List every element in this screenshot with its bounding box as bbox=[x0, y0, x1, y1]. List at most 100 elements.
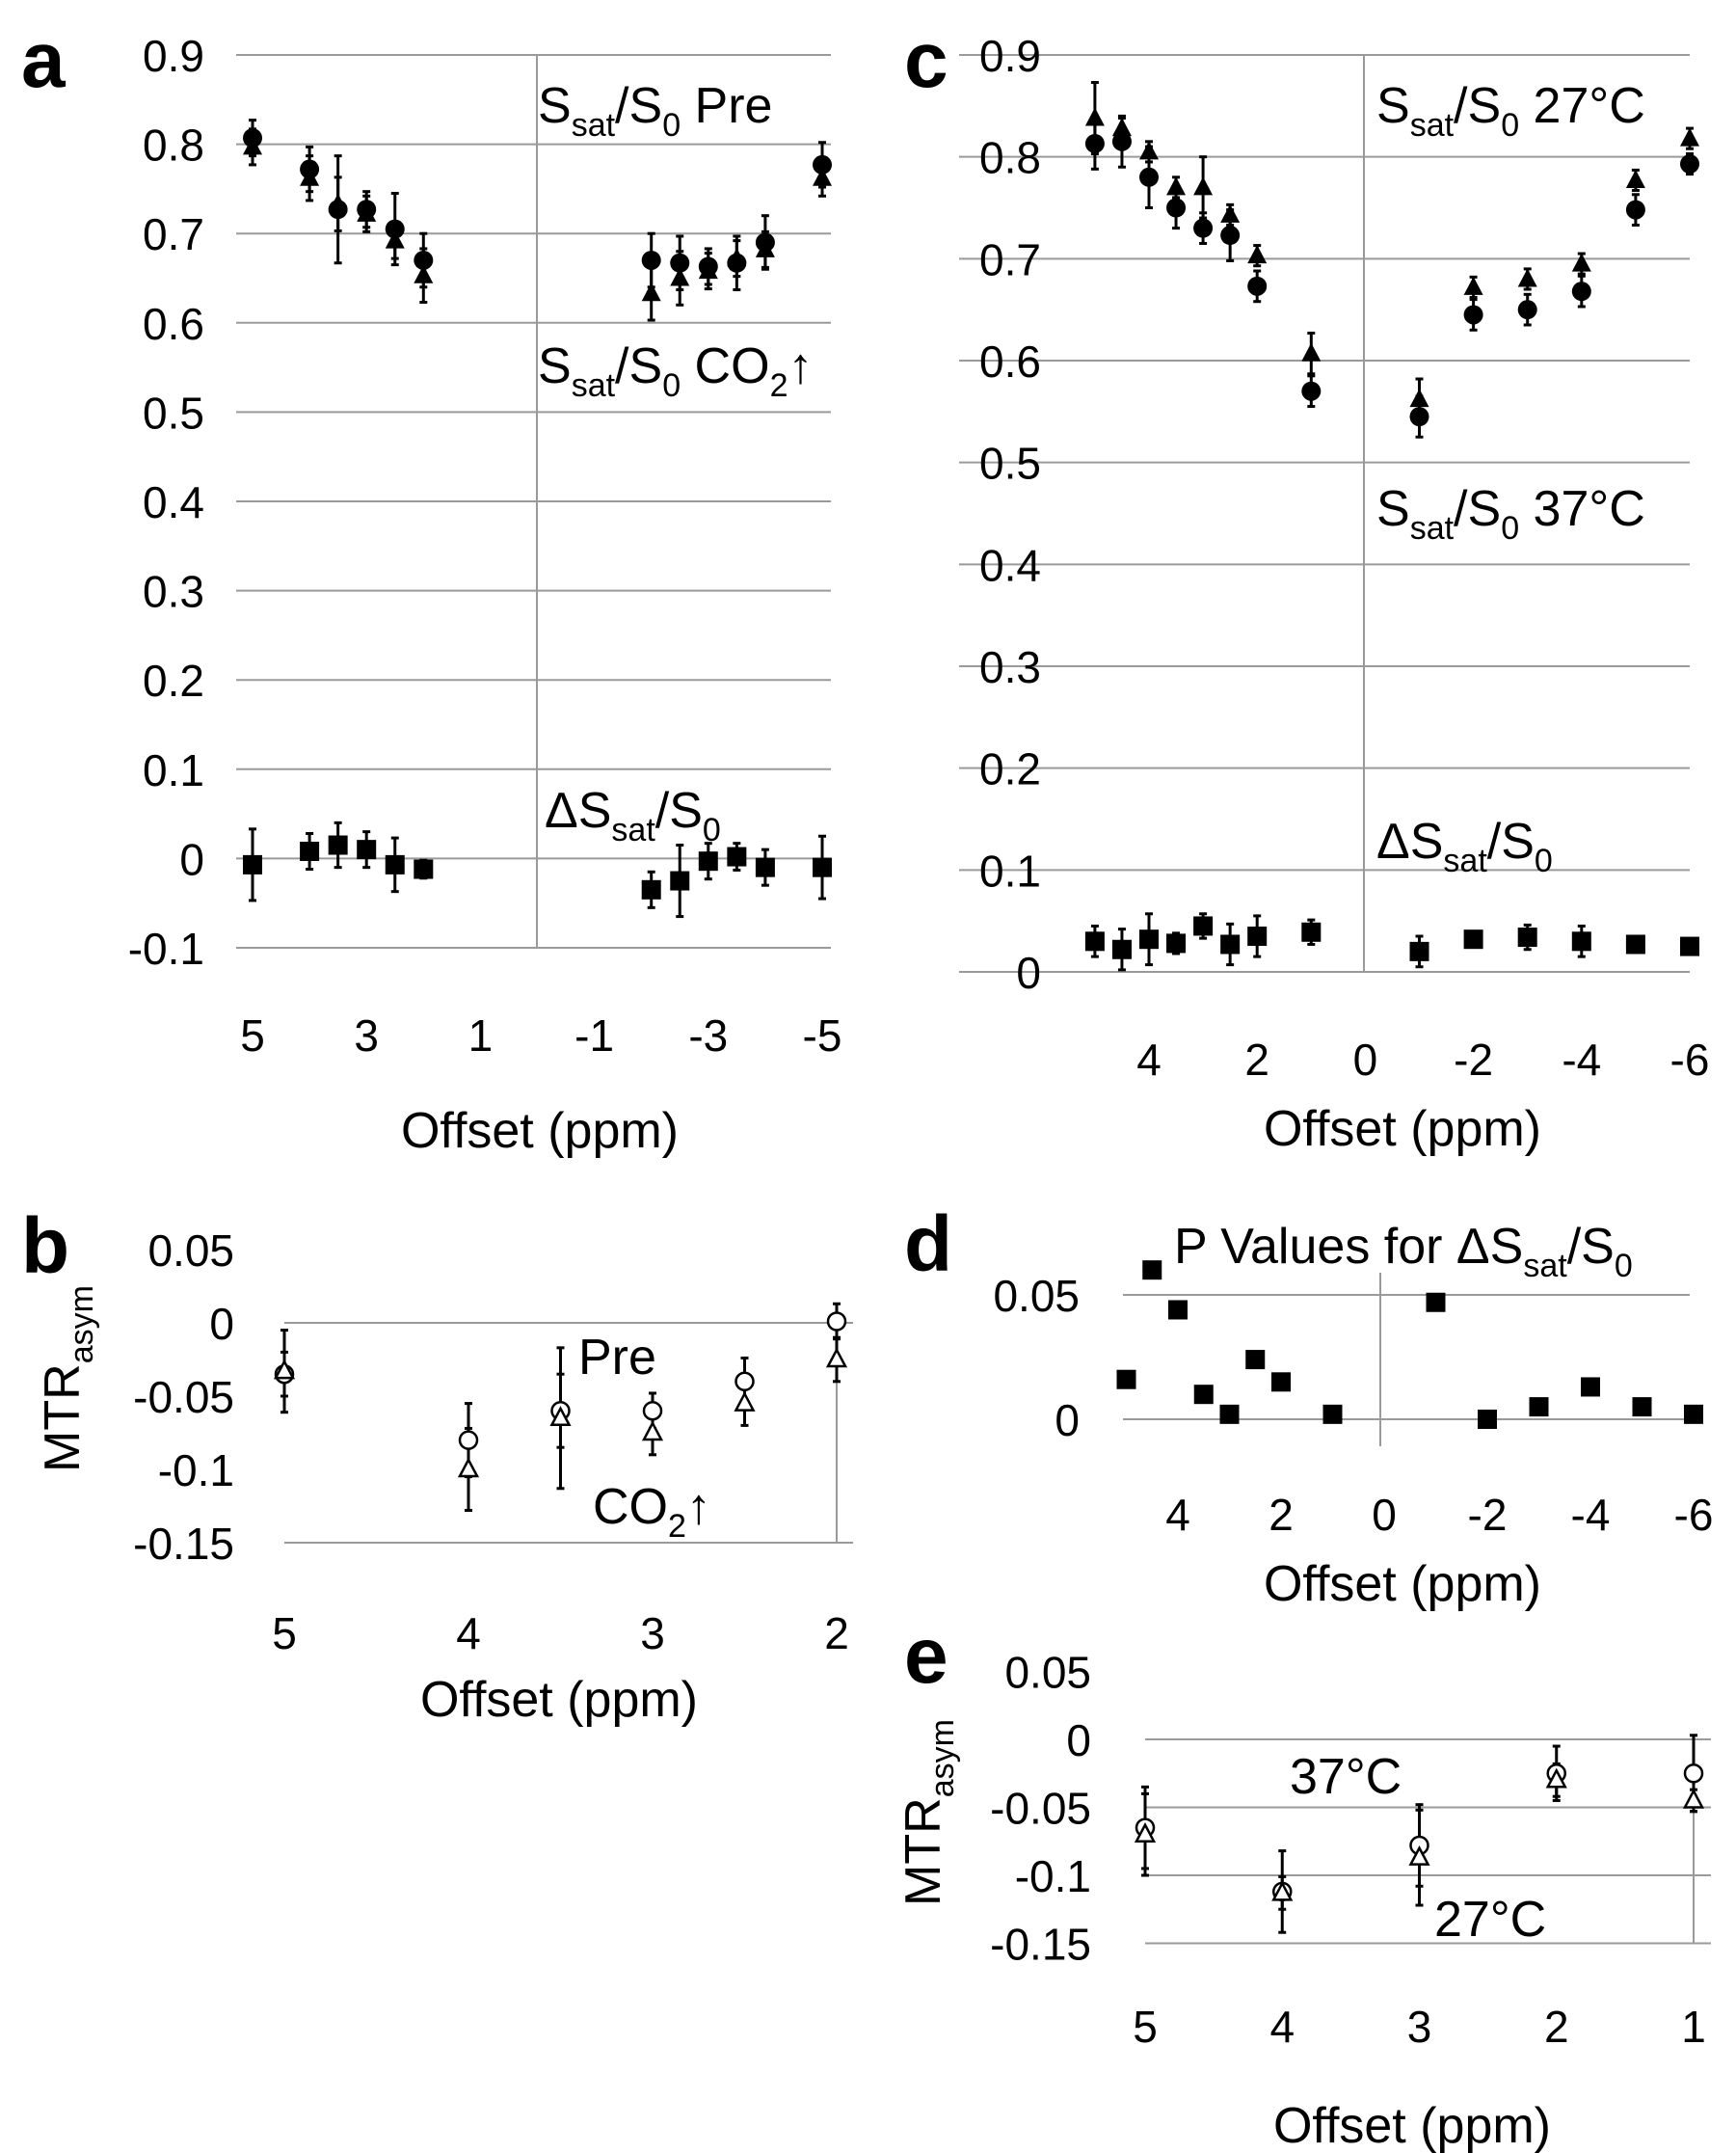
c-y-tick-label: 0.3 bbox=[979, 642, 1041, 692]
b-point-series-2 bbox=[273, 1359, 296, 1380]
c-y-tick-label: 0.6 bbox=[979, 336, 1041, 387]
a-y-tick-label: -0.1 bbox=[128, 924, 204, 974]
a-point-series-3 bbox=[385, 854, 405, 875]
a-y-tick-label: 0.9 bbox=[143, 31, 204, 81]
a-y-tick-label: 0.1 bbox=[143, 745, 204, 795]
b-point-series-1 bbox=[826, 1311, 847, 1332]
a-point-series-2 bbox=[357, 202, 377, 222]
c-point-series-2 bbox=[1084, 133, 1105, 153]
c-point-series-2 bbox=[1247, 276, 1268, 296]
c-point-series-2 bbox=[1166, 198, 1187, 218]
panel-c-gridlines bbox=[959, 54, 1690, 973]
d-point-series-1 bbox=[1219, 1404, 1240, 1424]
panel-b-y-ticks: 0.05 0 -0.05 -0.1 -0.15 bbox=[133, 1225, 234, 1569]
c-point-series-1 bbox=[1463, 276, 1483, 295]
c-point-series-3 bbox=[1247, 927, 1268, 947]
panel-b-x-axis-label: Offset (ppm) bbox=[420, 1672, 698, 1728]
panel-e-marks bbox=[1134, 1734, 1705, 1934]
panel-a-label: a bbox=[21, 16, 67, 104]
c-point-series-3 bbox=[1409, 941, 1429, 961]
panel-d-x-axis-label: Offset (ppm) bbox=[1264, 1556, 1541, 1612]
e-y-tick-label: -0.05 bbox=[990, 1784, 1091, 1834]
c-point-series-2 bbox=[1220, 226, 1241, 246]
d-x-tick-label: 0 bbox=[1372, 1490, 1397, 1540]
a-x-tick-label: 1 bbox=[468, 1010, 494, 1061]
a-point-series-3 bbox=[243, 854, 262, 875]
c-y-tick-label: 0.1 bbox=[979, 846, 1041, 896]
a-x-tick-label: -5 bbox=[803, 1010, 842, 1061]
c-y-tick-label: 0.7 bbox=[979, 234, 1041, 284]
a-y-tick-label: 0.4 bbox=[143, 477, 204, 527]
e-x-tick-label: 2 bbox=[1544, 2002, 1569, 2052]
d-x-tick-label: -2 bbox=[1468, 1490, 1508, 1540]
panel-c-y-ticks: 0.9 0.8 0.7 0.6 0.5 0.4 0.3 0.2 0.1 0 bbox=[979, 31, 1041, 998]
c-point-series-2 bbox=[1139, 167, 1159, 187]
a-point-series-3 bbox=[698, 851, 718, 872]
panel-a-marks bbox=[243, 119, 832, 919]
c-point-series-1 bbox=[1084, 107, 1105, 126]
c-y-tick-label: 0.8 bbox=[979, 133, 1041, 183]
c-point-series-2 bbox=[1517, 300, 1537, 320]
c-point-series-2 bbox=[1680, 154, 1699, 175]
panel-b-label: b bbox=[21, 1202, 69, 1290]
panel-a: a 0.9 0.8 0.7 0.6 0.5 0.4 0.3 0.2 0.1 0 -0.1 5 3 1 -1… bbox=[21, 16, 841, 1159]
panel-c-marks bbox=[1084, 81, 1699, 972]
d-x-tick-label: 2 bbox=[1269, 1490, 1294, 1540]
c-y-tick-label: 0.4 bbox=[979, 540, 1041, 590]
c-x-tick-label: -4 bbox=[1562, 1035, 1601, 1085]
panel-e-y-axis-label: MTRasym bbox=[895, 1719, 961, 1906]
c-point-series-1 bbox=[1111, 118, 1132, 137]
panel-a-y-ticks: 0.9 0.8 0.7 0.6 0.5 0.4 0.3 0.2 0.1 0 -0.1 bbox=[128, 31, 204, 974]
panel-a-x-ticks: 5 3 1 -1 -3 -5 bbox=[240, 1010, 841, 1061]
d-x-tick-label: -4 bbox=[1571, 1490, 1611, 1540]
c-point-series-2 bbox=[1409, 407, 1429, 427]
c-x-tick-label: -2 bbox=[1454, 1035, 1493, 1085]
panel-b-co2-label: CO2↑ bbox=[593, 1479, 711, 1545]
panel-c-label: c bbox=[904, 16, 948, 104]
a-y-tick-label: 0.7 bbox=[143, 209, 204, 259]
b-point-series-1 bbox=[458, 1430, 479, 1450]
c-point-series-1 bbox=[1139, 141, 1159, 160]
a-point-series-2 bbox=[300, 167, 320, 186]
a-point-series-1 bbox=[670, 253, 690, 273]
c-point-series-3 bbox=[1193, 916, 1214, 936]
d-point-series-1 bbox=[1322, 1404, 1343, 1424]
panel-a-pre-label: Ssat/S0 Pre bbox=[538, 78, 772, 144]
c-point-series-2 bbox=[1571, 282, 1591, 302]
c-point-series-1 bbox=[1625, 169, 1645, 188]
c-point-series-1 bbox=[1409, 389, 1429, 408]
a-x-tick-label: -1 bbox=[574, 1010, 614, 1061]
b-y-tick-label: 0.05 bbox=[147, 1225, 234, 1276]
a-x-tick-label: 3 bbox=[354, 1010, 379, 1061]
panel-b-marks bbox=[273, 1302, 848, 1513]
panel-c-27c-label: Ssat/S0 27°C bbox=[1376, 78, 1645, 144]
panel-e-x-axis-label: Offset (ppm) bbox=[1273, 2098, 1551, 2153]
e-x-tick-label: 4 bbox=[1269, 2002, 1295, 2052]
b-point-series-1 bbox=[642, 1400, 663, 1421]
a-point-series-1 bbox=[385, 219, 405, 239]
a-point-series-3 bbox=[641, 879, 661, 900]
c-point-series-1 bbox=[1680, 127, 1699, 147]
b-point-series-2 bbox=[825, 1347, 848, 1368]
a-point-series-2 bbox=[755, 238, 775, 257]
panel-c-x-axis-label: Offset (ppm) bbox=[1264, 1101, 1541, 1157]
c-point-series-2 bbox=[1193, 218, 1214, 238]
a-point-series-1 bbox=[813, 154, 832, 175]
d-point-series-1 bbox=[1142, 1260, 1162, 1280]
c-point-series-1 bbox=[1220, 203, 1241, 223]
e-point-series-2 bbox=[1134, 1822, 1157, 1843]
a-point-series-3 bbox=[670, 871, 690, 891]
panel-d-label: d bbox=[904, 1200, 952, 1288]
d-point-series-1 bbox=[1193, 1385, 1214, 1405]
c-y-tick-label: 0.2 bbox=[979, 744, 1041, 794]
e-point-series-2 bbox=[1408, 1844, 1430, 1866]
a-x-tick-label: 5 bbox=[240, 1010, 265, 1061]
b-x-tick-label: 2 bbox=[824, 1608, 849, 1658]
e-point-series-2 bbox=[1682, 1788, 1705, 1809]
e-point-series-2 bbox=[1271, 1880, 1294, 1901]
panel-d-gridlines bbox=[1123, 1273, 1690, 1446]
b-point-series-2 bbox=[641, 1420, 664, 1441]
a-point-series-2 bbox=[698, 260, 718, 280]
b-point-series-1 bbox=[734, 1371, 755, 1392]
